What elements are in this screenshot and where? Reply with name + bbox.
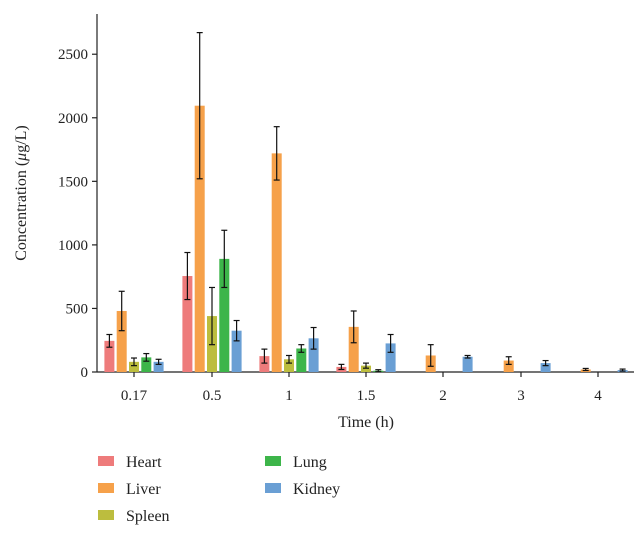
legend-item-heart: Heart <box>98 454 162 471</box>
legend-swatch <box>98 510 114 520</box>
error-bar <box>106 333 113 348</box>
error-bars <box>106 32 626 373</box>
bar-spleen <box>284 359 294 372</box>
y-axis-title-mu: μ <box>13 153 30 162</box>
error-bar <box>375 369 382 373</box>
x-ticks: 0.17 0.5 1 1.5 2 3 4 <box>121 372 602 404</box>
bar-kidney <box>385 343 396 372</box>
bar-lung <box>296 348 307 372</box>
bar-heart <box>259 356 270 372</box>
legend-label: Kidney <box>293 481 340 498</box>
x-tick-label: 4 <box>594 388 602 404</box>
bar-liver <box>271 153 282 372</box>
bar-liver <box>116 310 127 372</box>
x-tick-label: 1.5 <box>357 388 376 404</box>
bar-liver <box>348 326 359 372</box>
y-ticks: 0 500 1000 1500 2000 2500 <box>58 47 97 381</box>
bar-kidney <box>540 363 551 372</box>
error-bar <box>363 362 369 369</box>
x-tick-label: 3 <box>517 388 525 404</box>
bars <box>104 105 628 373</box>
error-bar <box>131 357 137 367</box>
bar-kidney <box>153 361 164 372</box>
legend-label: Liver <box>126 481 161 498</box>
y-tick-label: 1500 <box>58 174 88 190</box>
legend-swatch <box>265 483 281 493</box>
error-bar <box>619 368 626 372</box>
error-bar <box>350 310 357 344</box>
x-tick-label: 0.5 <box>203 388 222 404</box>
legend-label: Heart <box>126 454 162 471</box>
x-axis-title: Time (h) <box>338 414 394 431</box>
bar-spleen <box>129 361 139 372</box>
error-bar <box>221 229 228 289</box>
bar-liver <box>503 360 514 372</box>
legend-swatch <box>265 456 281 466</box>
bar-lung <box>219 258 230 372</box>
error-bar <box>273 126 280 181</box>
legend: Heart Liver Spleen Lung Kidney <box>98 454 340 525</box>
error-bar <box>542 359 549 367</box>
error-bar <box>338 363 345 371</box>
legend-label: Spleen <box>126 508 170 525</box>
error-bar <box>582 367 589 372</box>
bar-lung <box>141 357 152 372</box>
bar-heart <box>182 276 193 372</box>
error-bar <box>196 32 203 180</box>
y-tick-label: 1000 <box>58 238 88 254</box>
x-tick-label: 1 <box>285 388 293 404</box>
error-bar <box>233 319 240 342</box>
error-bar <box>464 354 471 359</box>
error-bar <box>505 356 512 365</box>
y-tick-label: 2500 <box>58 47 88 63</box>
error-bar <box>155 358 162 365</box>
y-axis-title: Concentration (μg/L) <box>13 125 30 261</box>
error-bar <box>209 286 215 346</box>
axes <box>96 14 634 373</box>
bar-kidney <box>231 330 242 372</box>
error-bar <box>286 354 292 364</box>
x-tick-label: 0.17 <box>121 388 148 404</box>
legend-item-kidney: Kidney <box>265 481 340 498</box>
legend-swatch <box>98 483 114 493</box>
error-bar <box>184 251 191 301</box>
error-bar <box>298 344 305 353</box>
error-bar <box>310 326 317 350</box>
y-tick-label: 2000 <box>58 111 88 127</box>
x-tick-label: 2 <box>439 388 447 404</box>
error-bar <box>261 348 268 364</box>
y-axis-title-prefix: Concentration ( <box>13 161 30 261</box>
legend-swatch <box>98 456 114 466</box>
legend-item-lung: Lung <box>265 454 327 471</box>
bar-kidney <box>462 356 473 372</box>
y-tick-label: 500 <box>66 301 89 317</box>
bar-kidney <box>308 338 319 372</box>
legend-label: Lung <box>293 454 327 471</box>
error-bar <box>387 333 394 353</box>
legend-item-spleen: Spleen <box>98 508 170 525</box>
error-bar <box>118 290 125 332</box>
legend-item-liver: Liver <box>98 481 161 498</box>
y-axis-title-suffix: g/L) <box>13 125 30 153</box>
error-bar <box>427 344 434 367</box>
y-tick-label: 0 <box>81 365 89 381</box>
error-bar <box>143 352 150 362</box>
bar-liver <box>194 105 205 373</box>
bar-heart <box>104 340 115 372</box>
bar-spleen <box>361 365 371 372</box>
